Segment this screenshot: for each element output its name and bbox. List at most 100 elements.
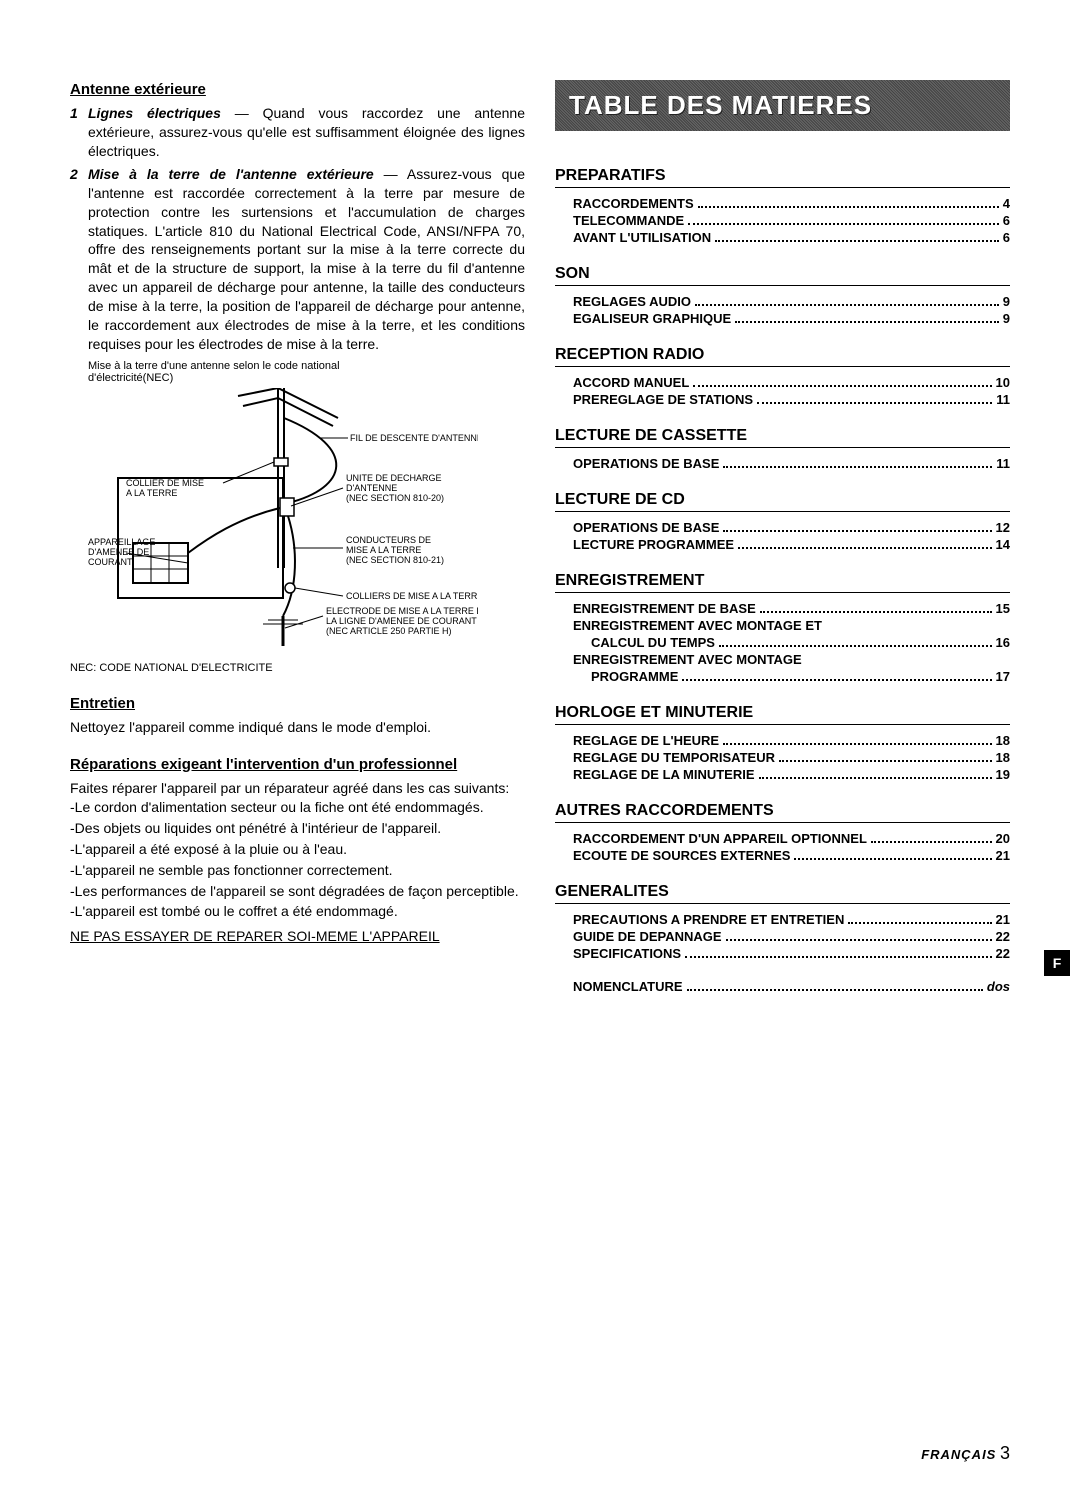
toc-page: 18 [996, 750, 1010, 765]
final-warning: NE PAS ESSAYER DE REPARER SOI-MEME L'APP… [70, 927, 525, 946]
label-elec1: ELECTRODE DE MISE A LA TERRE DE [326, 606, 478, 616]
toc-section-heading: RECEPTION RADIO [555, 346, 1010, 367]
toc-page: 21 [996, 848, 1010, 863]
toc-section-heading: LECTURE DE CASSETTE [555, 427, 1010, 448]
diagram-caption-line2: d'électricité(NEC) [88, 372, 173, 384]
toc-row: REGLAGE DE L'HEURE 18 [573, 733, 1010, 748]
repair-item: Le cordon d'alimentation secteur ou la f… [70, 798, 525, 817]
toc-page: 9 [1003, 294, 1010, 309]
toc-dots [738, 547, 991, 549]
toc-label: ENREGISTREMENT AVEC MONTAGE ET [573, 618, 822, 633]
toc-page: 6 [1003, 230, 1010, 245]
label-collier: COLLIER DE MISE [126, 478, 204, 488]
repair-item: L'appareil ne semble pas fonctionner cor… [70, 861, 525, 880]
toc-label: REGLAGE DE LA MINUTERIE [573, 767, 755, 782]
toc-dots [693, 385, 991, 387]
toc-row: PROGRAMME17 [591, 669, 1010, 684]
item-1-text: Lignes électriques — Quand vous raccorde… [88, 104, 525, 161]
toc-section: RECEPTION RADIOACCORD MANUEL10PREREGLAGE… [555, 346, 1010, 407]
toc-section: SONREGLAGES AUDIO9EGALISEUR GRAPHIQUE9 [555, 265, 1010, 326]
toc-label: ECOUTE DE SOURCES EXTERNES [573, 848, 790, 863]
toc-label: PROGRAMME [591, 669, 678, 684]
toc-section-heading: LECTURE DE CD [555, 491, 1010, 512]
toc-page: 9 [1003, 311, 1010, 326]
toc-label: ENREGISTREMENT DE BASE [573, 601, 756, 616]
toc-label: AVANT L'UTILISATION [573, 230, 711, 245]
toc-row: REGLAGE DU TEMPORISATEUR 18 [573, 750, 1010, 765]
toc-label: RACCORDEMENTS [573, 196, 694, 211]
toc-label: TELECOMMANDE [573, 213, 684, 228]
toc-page: 21 [996, 912, 1010, 927]
toc-page: 14 [996, 537, 1010, 552]
toc-label: REGLAGE DU TEMPORISATEUR [573, 750, 775, 765]
repair-item: L'appareil est tombé ou le coffret a été… [70, 902, 525, 921]
toc-label: SPECIFICATIONS [573, 946, 681, 961]
toc-page: 19 [996, 767, 1010, 782]
label-elec2: LA LIGNE D'AMENEE DE COURANT [326, 616, 477, 626]
toc-body: PREPARATIFSRACCORDEMENTS4TELECOMMANDE6AV… [555, 167, 1010, 994]
repair-item-text: L'appareil a été exposé à la pluie ou à … [75, 840, 347, 859]
toc-section-heading: ENREGISTREMENT [555, 572, 1010, 593]
toc-row: REGLAGES AUDIO 9 [573, 294, 1010, 309]
toc-dots [726, 939, 992, 941]
nec-note: NEC: CODE NATIONAL D'ELECTRICITE [70, 661, 525, 676]
toc-section-heading: SON [555, 265, 1010, 286]
toc-row: GUIDE DE DEPANNAGE22 [573, 929, 1010, 944]
item-1: 1 Lignes électriques — Quand vous raccor… [70, 104, 525, 161]
toc-section: PREPARATIFSRACCORDEMENTS4TELECOMMANDE6AV… [555, 167, 1010, 245]
toc-page: 18 [996, 733, 1010, 748]
toc-dots [848, 922, 991, 924]
label-elec3: (NEC ARTICLE 250 PARTIE H) [326, 626, 452, 636]
toc-dots [723, 743, 991, 745]
toc-label: REGLAGES AUDIO [573, 294, 691, 309]
item-2: 2 Mise à la terre de l'antenne extérieur… [70, 165, 525, 354]
toc-page: 11 [996, 392, 1010, 407]
repair-item: Les performances de l'appareil se sont d… [70, 882, 525, 901]
entretien-heading: Entretien [70, 694, 525, 714]
toc-section: LECTURE DE CDOPERATIONS DE BASE12LECTURE… [555, 491, 1010, 552]
toc-label: REGLAGE DE L'HEURE [573, 733, 719, 748]
entretien-block: Entretien Nettoyez l'appareil comme indi… [70, 694, 525, 737]
toc-label: CALCUL DU TEMPS [591, 635, 715, 650]
toc-label: GUIDE DE DEPANNAGE [573, 929, 722, 944]
toc-page: 15 [996, 601, 1010, 616]
toc-row: ACCORD MANUEL10 [573, 375, 1010, 390]
toc-page: 6 [1003, 213, 1010, 228]
item-2-body: — Assurez-vous que l'antenne est raccord… [88, 166, 525, 352]
toc-dots [723, 466, 992, 468]
repair-heading: Réparations exigeant l'intervention d'un… [70, 755, 525, 775]
toc-dots [698, 206, 999, 208]
toc-section-heading: PREPARATIFS [555, 167, 1010, 188]
toc-label: LECTURE PROGRAMMEE [573, 537, 734, 552]
toc-label: OPERATIONS DE BASE [573, 456, 719, 471]
toc-row: REGLAGE DE LA MINUTERIE 19 [573, 767, 1010, 782]
label-cond2: MISE A LA TERRE [346, 545, 421, 555]
toc-dots [685, 956, 991, 958]
item-1-number: 1 [70, 104, 88, 161]
toc-row: EGALISEUR GRAPHIQUE9 [573, 311, 1010, 326]
repair-item-text: Des objets ou liquides ont pénétré à l'i… [75, 819, 441, 838]
toc-dots [682, 679, 991, 681]
toc-row: TELECOMMANDE 6 [573, 213, 1010, 228]
label-app2: D'AMENEE DE [88, 547, 149, 557]
toc-section-heading: HORLOGE ET MINUTERIE [555, 704, 1010, 725]
item-2-runin: Mise à la terre de l'antenne extérieure [88, 166, 374, 182]
label-colliers: COLLIERS DE MISE A LA TERRE [346, 591, 478, 601]
toc-row: ENREGISTREMENT DE BASE 15 [573, 601, 1010, 616]
toc-row: SPECIFICATIONS22 [573, 946, 1010, 961]
toc-dots [757, 402, 992, 404]
toc-label: NOMENCLATURE [573, 979, 683, 994]
diagram-caption: Mise à la terre d'une antenne selon le c… [88, 360, 525, 384]
label-app3: COURANT [88, 557, 133, 567]
toc-dots [779, 760, 992, 762]
footer-page-number: 3 [1000, 1443, 1010, 1463]
toc-section: AUTRES RACCORDEMENTSRACCORDEMENT D'UN AP… [555, 802, 1010, 863]
toc-dots [871, 841, 992, 843]
toc-page: 12 [996, 520, 1010, 535]
toc-row: ENREGISTREMENT AVEC MONTAGE [573, 652, 1010, 667]
label-app1: APPAREILLAGE [88, 537, 155, 547]
toc-dots [735, 321, 999, 323]
page-footer: FRANÇAIS 3 [921, 1443, 1010, 1464]
toc-dots [723, 530, 991, 532]
toc-label: ENREGISTREMENT AVEC MONTAGE [573, 652, 802, 667]
